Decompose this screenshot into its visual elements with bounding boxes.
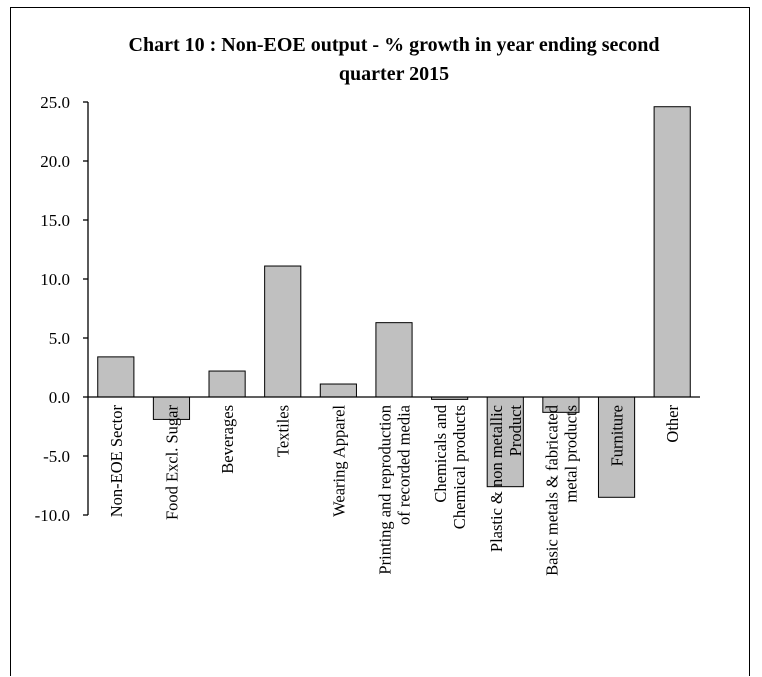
chart-title: Chart 10 : Non-EOE output - % growth in … xyxy=(129,34,660,85)
bar xyxy=(319,383,357,398)
y-tick-label: 10.0 xyxy=(40,270,70,289)
y-tick-label: -10.0 xyxy=(35,506,70,525)
x-category-label: Chemical products xyxy=(450,405,469,529)
category-labels: Non-EOE Sector Food Excl. Sugar Beverages T… xyxy=(107,404,682,576)
x-category-label: Food Excl. Sugar xyxy=(162,405,181,521)
x-category-label: Textiles xyxy=(274,405,293,457)
chart-title-line: quarter 2015 xyxy=(339,63,449,85)
chart-frame xyxy=(10,7,750,676)
x-category-label: Furniture xyxy=(608,405,627,466)
x-category-label: Basic metals & fabricated xyxy=(542,404,561,576)
bar xyxy=(97,356,135,398)
bar xyxy=(264,265,302,398)
x-category-label: Printing and reproduction xyxy=(376,405,395,575)
x-category-label: Plastic & non metallic xyxy=(487,405,506,552)
y-axis-ticks: 25.0 20.0 15.0 10.0 5.0 0.0 -5.0 -10.0 xyxy=(35,93,88,525)
axes xyxy=(87,102,700,515)
bar xyxy=(375,322,413,398)
y-tick-label: 25.0 xyxy=(40,93,70,112)
x-category-label: of recorded media xyxy=(395,404,414,525)
x-category-label: Wearing Apparel xyxy=(329,405,348,517)
bar xyxy=(208,370,246,398)
bars xyxy=(97,106,691,498)
y-tick-label: 0.0 xyxy=(49,388,70,407)
y-tick-label: 15.0 xyxy=(40,211,70,230)
chart-title-line: Chart 10 : Non-EOE output - % growth in … xyxy=(129,34,660,56)
y-tick-label: 20.0 xyxy=(40,152,70,171)
y-tick-label: -5.0 xyxy=(43,447,70,466)
x-category-label: Product xyxy=(506,405,525,457)
x-category-label: Beverages xyxy=(218,405,237,474)
y-tick-label: 5.0 xyxy=(49,329,70,348)
x-category-label: Other xyxy=(663,405,682,443)
x-category-label: Chemicals and xyxy=(431,404,450,502)
x-category-label: metal products xyxy=(561,405,580,503)
bar xyxy=(653,106,691,398)
x-category-label: Non-EOE Sector xyxy=(107,404,126,517)
